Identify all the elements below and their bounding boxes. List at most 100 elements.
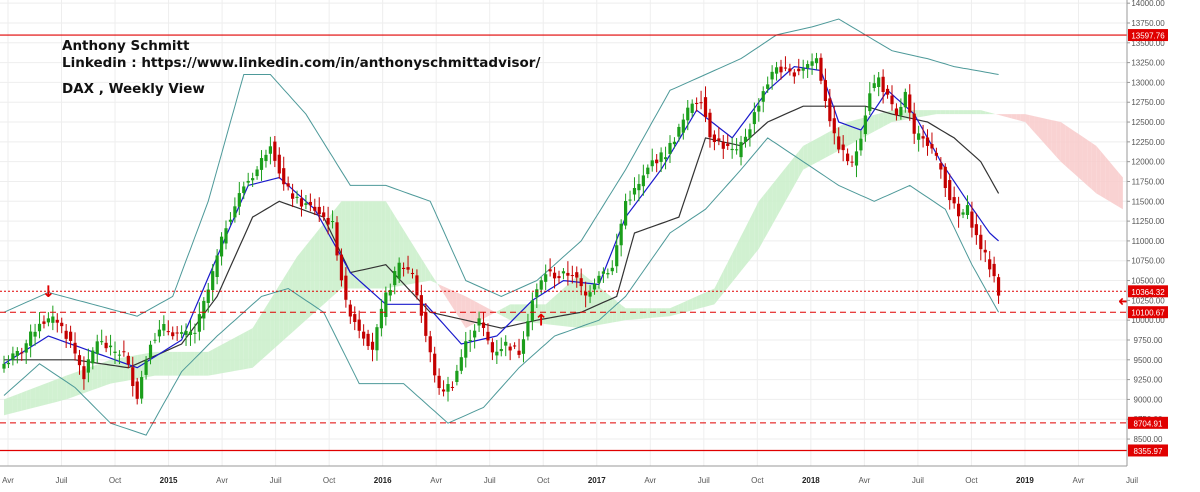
candle-up (6, 362, 11, 365)
candle-down (273, 141, 277, 161)
kumo-segment (701, 292, 706, 308)
kumo-segment (989, 112, 995, 115)
x-tick-label: Avr (644, 476, 656, 485)
kumo-segment (292, 256, 298, 333)
kumo-segment (976, 110, 981, 115)
candle-up (770, 71, 774, 80)
x-tick-label: Juil (1126, 476, 1138, 485)
level-label-bg (1128, 444, 1168, 457)
x-tick-label: 2015 (160, 476, 178, 485)
kumo-segment (261, 306, 266, 360)
kumo-segment (998, 114, 1003, 117)
candle-down (122, 351, 126, 353)
candle-down (925, 137, 930, 146)
candle-up (597, 275, 601, 284)
candle-down (974, 224, 978, 236)
candle-up (539, 280, 543, 290)
candle-up (686, 107, 690, 121)
ichimoku-cloud (4, 110, 1123, 416)
candle-down (366, 333, 370, 347)
kumo-segment (931, 110, 937, 115)
kumo-segment (168, 351, 173, 376)
kumo-segment (443, 286, 448, 301)
candle-down (171, 332, 175, 337)
candle-down (335, 222, 339, 256)
kumo-segment (971, 110, 977, 115)
candle-down (552, 272, 557, 279)
candle-down (282, 168, 286, 185)
kumo-segment (616, 301, 622, 322)
candle-up (197, 314, 201, 332)
candle-up (206, 289, 210, 303)
candle-down (402, 267, 406, 270)
x-tick-label: Avr (1073, 476, 1085, 485)
candle-up (872, 83, 876, 88)
kumo-segment (732, 244, 737, 283)
candle-up (46, 318, 50, 323)
candle-down (912, 113, 916, 134)
kumo-segment (381, 201, 386, 289)
kumo-segment (323, 217, 329, 305)
candle-up (521, 339, 526, 354)
candle-up (379, 308, 383, 329)
kumo-segment (785, 162, 790, 202)
kumo-segment (652, 308, 657, 318)
candle-up (375, 327, 379, 351)
kumo-segment (1007, 114, 1012, 119)
kumo-segment (563, 284, 568, 327)
candle-up (157, 329, 161, 337)
kumo-segment (376, 201, 382, 289)
candle-down (481, 322, 486, 328)
kumo-segment (310, 234, 315, 317)
candle-up (246, 180, 250, 183)
y-tick-label: 13750.00 (1131, 19, 1165, 28)
candle-down (726, 143, 730, 146)
kumo-segment (1109, 161, 1114, 204)
kumo-segment (1082, 136, 1088, 186)
x-tick-label: Oct (109, 476, 122, 485)
kumo-segment (1042, 118, 1048, 147)
candle-down (584, 291, 588, 296)
candle-up (24, 343, 28, 353)
kumo-segment (670, 306, 675, 317)
kumo-segment (30, 387, 36, 409)
kumo-segment (439, 284, 444, 294)
kumo-segment (985, 111, 990, 115)
kumo-segment (612, 297, 617, 323)
kumo-segment (452, 290, 457, 315)
bollinger-lower-line (3, 137, 1000, 436)
candle-up (748, 129, 752, 138)
candle-down (508, 346, 512, 351)
candle-up (637, 183, 641, 191)
candle-down (166, 331, 170, 333)
kumo-segment (767, 184, 773, 233)
kumo-segment (408, 236, 413, 285)
candle-down (957, 203, 961, 217)
candle-up (681, 119, 685, 133)
kumo-segment (936, 110, 941, 115)
kumo-segment (39, 384, 44, 407)
kumo-segment (106, 359, 111, 386)
candle-up (592, 283, 597, 290)
candle-up (233, 206, 237, 218)
x-tick-label: Juil (484, 476, 496, 485)
kumo-segment (354, 201, 360, 289)
candle-down (441, 389, 446, 392)
candle-down (299, 198, 304, 207)
bollinger-bands (3, 18, 1000, 436)
level-label-bg (1128, 416, 1168, 429)
y-tick-label: 12500.00 (1131, 118, 1165, 127)
kumo-segment (101, 361, 107, 387)
kumo-segment (723, 262, 728, 294)
candle-down (885, 88, 890, 95)
candle-down (890, 95, 894, 105)
tenkan-line (3, 65, 999, 369)
candle-up (91, 350, 95, 364)
kumo-segment (736, 236, 742, 277)
candle-down (570, 275, 574, 277)
kumo-segment (634, 308, 639, 320)
x-tick-label: Oct (965, 476, 978, 485)
arrow-down-icon: ↓ (42, 282, 55, 301)
kumo-segment (772, 179, 777, 226)
kumo-segment (21, 390, 27, 411)
